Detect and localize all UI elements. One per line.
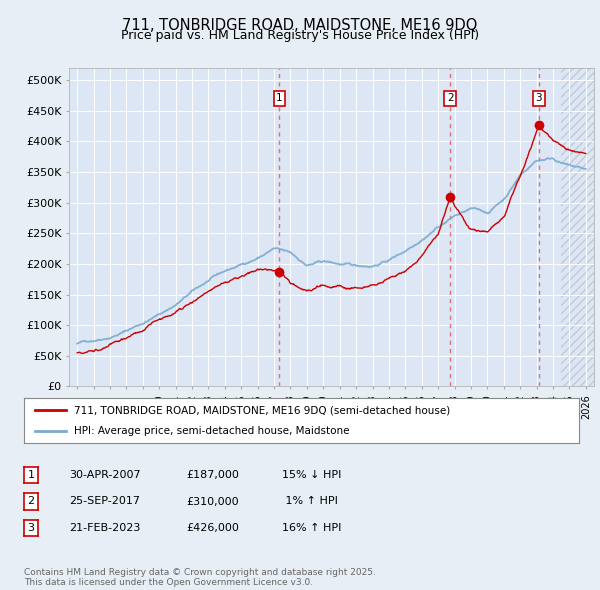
- Text: 15% ↓ HPI: 15% ↓ HPI: [282, 470, 341, 480]
- Text: 1: 1: [276, 93, 283, 103]
- Text: Contains HM Land Registry data © Crown copyright and database right 2025.
This d: Contains HM Land Registry data © Crown c…: [24, 568, 376, 587]
- Text: 1: 1: [28, 470, 35, 480]
- Text: 2: 2: [28, 497, 35, 506]
- Text: £310,000: £310,000: [186, 497, 239, 506]
- Text: £426,000: £426,000: [186, 523, 239, 533]
- Bar: [561, 68, 594, 386]
- Text: 711, TONBRIDGE ROAD, MAIDSTONE, ME16 9DQ: 711, TONBRIDGE ROAD, MAIDSTONE, ME16 9DQ: [122, 18, 478, 32]
- Bar: [561, 68, 594, 386]
- Text: 2: 2: [447, 93, 454, 103]
- Text: 3: 3: [28, 523, 35, 533]
- Text: Price paid vs. HM Land Registry's House Price Index (HPI): Price paid vs. HM Land Registry's House …: [121, 30, 479, 42]
- Text: 1% ↑ HPI: 1% ↑ HPI: [282, 497, 338, 506]
- Text: HPI: Average price, semi-detached house, Maidstone: HPI: Average price, semi-detached house,…: [74, 425, 349, 435]
- Text: 25-SEP-2017: 25-SEP-2017: [69, 497, 140, 506]
- Text: 711, TONBRIDGE ROAD, MAIDSTONE, ME16 9DQ (semi-detached house): 711, TONBRIDGE ROAD, MAIDSTONE, ME16 9DQ…: [74, 405, 450, 415]
- Text: 30-APR-2007: 30-APR-2007: [69, 470, 140, 480]
- Text: 21-FEB-2023: 21-FEB-2023: [69, 523, 140, 533]
- Text: £187,000: £187,000: [186, 470, 239, 480]
- Text: 16% ↑ HPI: 16% ↑ HPI: [282, 523, 341, 533]
- Text: 3: 3: [535, 93, 542, 103]
